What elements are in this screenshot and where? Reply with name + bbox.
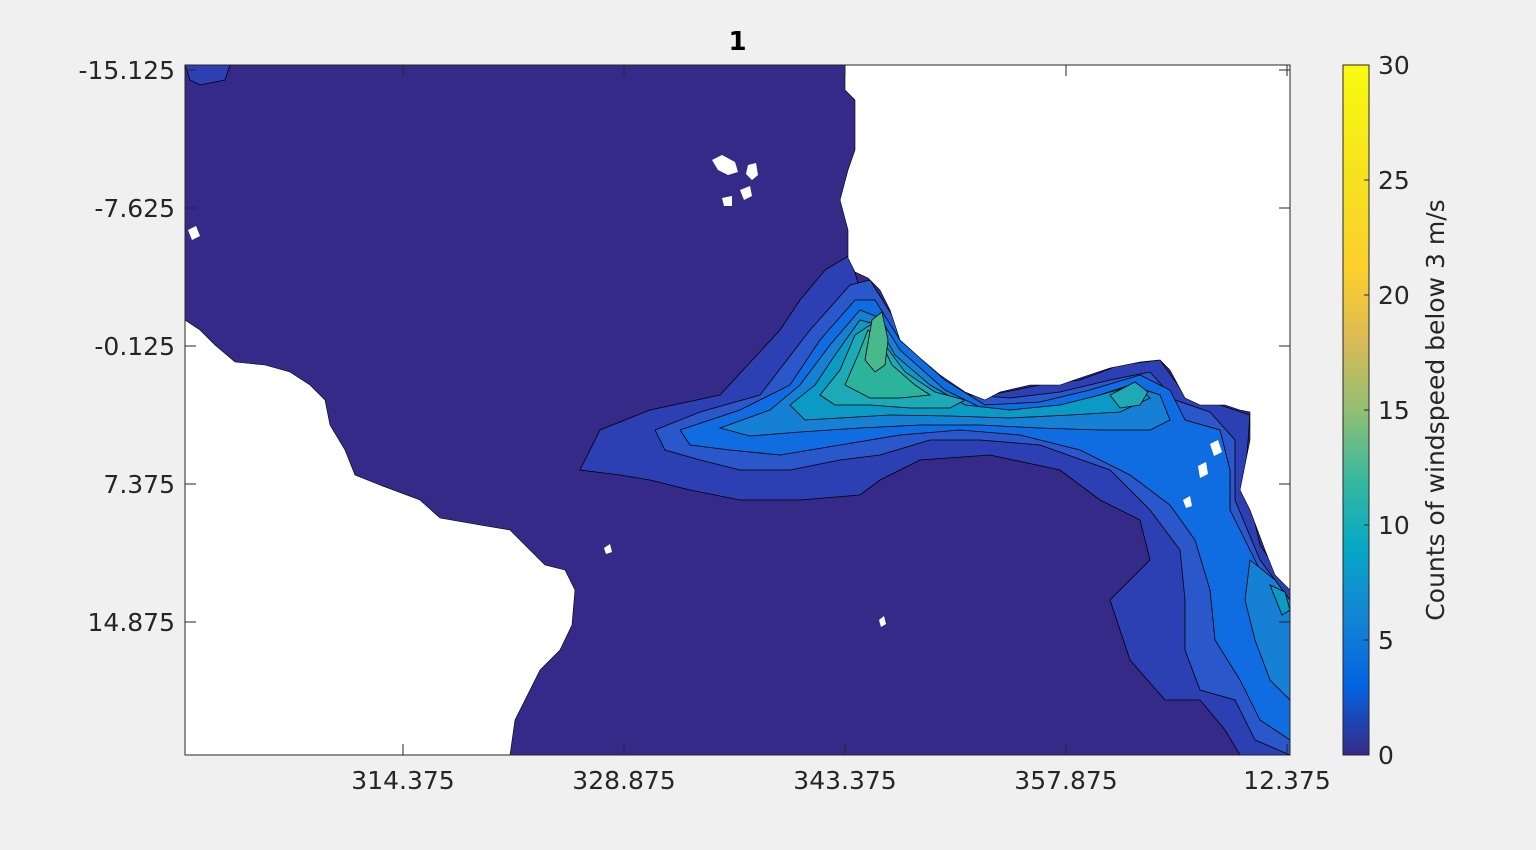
contour-band-level-5-coast xyxy=(1269,584,1290,616)
land-africa xyxy=(839,65,1290,591)
island-8 xyxy=(1183,496,1192,508)
y-tick-label: -0.125 xyxy=(94,332,175,361)
x-tick-label: 12.375 xyxy=(1243,766,1330,795)
chart-title: 1 xyxy=(728,27,746,57)
colorbar-ticks xyxy=(1364,64,1369,756)
x-tick-label: 357.875 xyxy=(1014,766,1117,795)
y-axis: -15.125 -7.625 -0.125 7.375 14.875 xyxy=(79,56,1290,637)
y-tick-label: -15.125 xyxy=(79,56,176,85)
island-2 xyxy=(746,163,758,180)
x-axis: 314.375 328.875 343.375 357.875 12.375 xyxy=(351,65,1331,795)
colorbar-tick-label: 30 xyxy=(1378,51,1410,80)
colorbar-tick-label: 25 xyxy=(1378,166,1410,195)
island-4 xyxy=(722,196,732,206)
colorbar-tick-label: 15 xyxy=(1378,396,1410,425)
island-1 xyxy=(712,155,738,175)
y-tick-label: 7.375 xyxy=(103,470,175,499)
island-9 xyxy=(1210,440,1222,456)
contour-band-nw-patch xyxy=(185,65,231,86)
colorbar-tick-label: 20 xyxy=(1378,281,1410,310)
x-tick-label: 314.375 xyxy=(351,766,454,795)
axes-frame xyxy=(184,64,1291,756)
island-7 xyxy=(879,616,886,627)
colorbar-tick-label: 0 xyxy=(1378,741,1394,770)
island-5 xyxy=(188,226,200,240)
x-tick-label: 328.875 xyxy=(572,766,675,795)
contour-band-level-7 xyxy=(844,329,932,399)
contour-map xyxy=(185,65,1290,755)
colorbar-tick-label: 10 xyxy=(1378,511,1410,540)
island-10 xyxy=(1198,462,1208,478)
island-3 xyxy=(740,186,752,200)
y-tick-label: -7.625 xyxy=(94,194,175,223)
colorbar-tick-label: 5 xyxy=(1378,626,1394,655)
y-tick-label: 14.875 xyxy=(88,608,175,637)
colorbar: 0 5 10 15 20 25 30 Counts of windspeed b… xyxy=(1342,51,1450,770)
land-south-america xyxy=(185,319,576,755)
colorbar-label: Counts of windspeed below 3 m/s xyxy=(1421,199,1450,620)
x-tick-label: 343.375 xyxy=(793,766,896,795)
island-6 xyxy=(604,544,612,554)
contour-band-level-8 xyxy=(864,311,889,373)
contour-band-level-6-east xyxy=(1109,381,1149,409)
